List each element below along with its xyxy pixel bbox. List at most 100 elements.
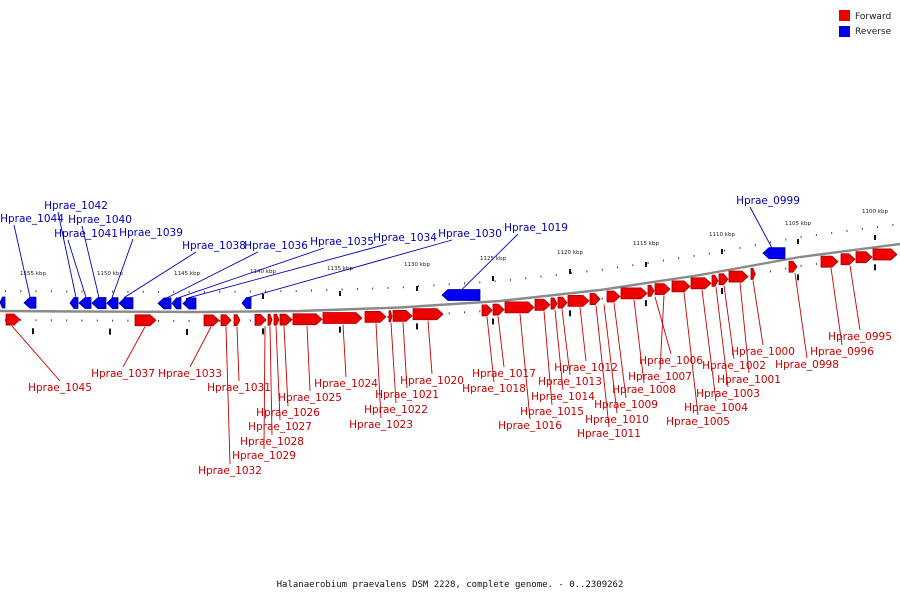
gene-labels: Hprae_0995 Hprae_0996Hprae_0998Hprae_1000…: [0, 195, 892, 477]
minor-tick: [295, 290, 297, 293]
gene-label: Hprae_1019: [504, 222, 568, 234]
reverse-gene-arrow: [441, 289, 481, 301]
tick-label: 1140 kbp: [250, 269, 276, 275]
leader-line: [177, 247, 325, 299]
minor-tick: [601, 297, 603, 300]
minor-tick: [479, 310, 481, 313]
forward-gene-arrow: [412, 308, 444, 321]
minor-tick: [387, 315, 389, 318]
reverse-gene-arrow: [157, 297, 172, 310]
minor-tick: [402, 286, 404, 289]
minor-tick: [112, 319, 114, 322]
forward-gene-arrow: [322, 312, 363, 324]
forward-gene-arrow: [292, 313, 323, 326]
gene-label: Hprae_1044: [0, 213, 64, 225]
forward-gene-arrow: [750, 268, 756, 280]
leader-line: [794, 272, 808, 359]
tick-label: 1105 kbp: [785, 221, 811, 227]
minor-tick: [5, 319, 6, 322]
forward-gene-arrow: [589, 293, 601, 305]
forward-gene-arrow: [492, 303, 505, 316]
legend-forward-label: Forward: [855, 12, 891, 22]
leader-line: [830, 267, 843, 346]
minor-tick: [66, 319, 68, 322]
minor-tick: [555, 273, 557, 276]
minor-tick: [5, 290, 6, 293]
leader-line: [81, 225, 100, 298]
minor-tick: [785, 267, 787, 270]
minor-tick: [50, 290, 52, 293]
leader-line: [519, 313, 531, 420]
tick-mark: [186, 328, 188, 335]
tick-mark: [721, 249, 723, 254]
forward-gene-arrow: [220, 314, 232, 327]
minor-tick: [892, 223, 894, 226]
leader-line: [579, 307, 587, 362]
leader-line: [306, 325, 311, 392]
leader-line: [269, 326, 273, 436]
reverse-gene-arrow: [78, 297, 92, 309]
reverse-gene-arrow: [241, 297, 252, 309]
tick-label: 1155 kbp: [20, 271, 46, 277]
forward-gene-arrow: [606, 290, 621, 303]
minor-tick: [815, 262, 817, 265]
forward-gene-arrow: [550, 297, 558, 310]
gene-label: Hprae_1022: [364, 404, 428, 416]
forward-gene-arrow: [203, 314, 220, 327]
gene-label: Hprae_1011: [577, 428, 641, 440]
gene-label: Hprae_1021: [375, 389, 439, 401]
gene-features: [0, 247, 898, 327]
minor-tick: [188, 290, 190, 293]
minor-tick: [20, 319, 22, 322]
forward-gene-arrow: [855, 251, 873, 264]
reverse-gene-arrow: [762, 247, 786, 260]
gene-label: Hprae_1007: [628, 371, 692, 383]
tick-mark: [262, 328, 264, 335]
leader-line: [187, 243, 388, 299]
leader-line: [613, 302, 627, 399]
tick-mark: [645, 300, 647, 307]
forward-gene-arrow: [654, 283, 671, 296]
gene-label: Hprae_1031: [207, 382, 271, 394]
minor-tick: [800, 235, 802, 238]
forward-gene-arrow: [233, 314, 241, 327]
gene-label: Hprae_1023: [349, 419, 413, 431]
minor-tick: [173, 319, 175, 322]
forward-gene-arrow: [254, 313, 267, 326]
gene-label: Hprae_1009: [594, 399, 658, 411]
forward-gene-arrow: [671, 280, 691, 293]
gene-label: Hprae_1024: [314, 378, 378, 390]
gene-label: Hprae_1028: [240, 436, 304, 448]
minor-tick: [785, 238, 787, 241]
minor-tick: [846, 229, 848, 232]
tick-mark: [492, 318, 494, 325]
forward-gene-arrow: [711, 274, 719, 287]
forward-gene-arrow: [840, 253, 856, 266]
gene-label: Hprae_1029: [232, 450, 296, 462]
reverse-gene-arrow: [171, 297, 182, 310]
leader-line: [849, 265, 861, 331]
tick-label: 1100 kbp: [862, 209, 888, 215]
leader-line: [11, 325, 61, 382]
forward-gene-arrow: [872, 248, 898, 261]
forward-gene-arrow: [690, 277, 712, 290]
gene-label: Hprae_0999: [736, 195, 800, 207]
minor-tick: [479, 281, 481, 284]
minor-tick: [265, 290, 267, 293]
minor-tick: [356, 288, 358, 291]
reverse-gene-arrow: [106, 297, 119, 310]
forward-gene-arrow: [134, 314, 157, 327]
forward-gene-arrow: [534, 298, 551, 311]
minor-tick: [678, 257, 680, 260]
forward-gene-arrow: [728, 270, 749, 283]
minor-tick: [20, 290, 22, 293]
leader-line: [554, 309, 564, 391]
gene-label: Hprae_1045: [28, 382, 92, 394]
leader-line: [342, 324, 347, 378]
tick-mark: [339, 291, 341, 296]
leader-line: [752, 280, 764, 346]
leader-line: [247, 239, 453, 298]
minor-tick: [234, 290, 236, 293]
forward-gene-arrow: [5, 313, 21, 326]
